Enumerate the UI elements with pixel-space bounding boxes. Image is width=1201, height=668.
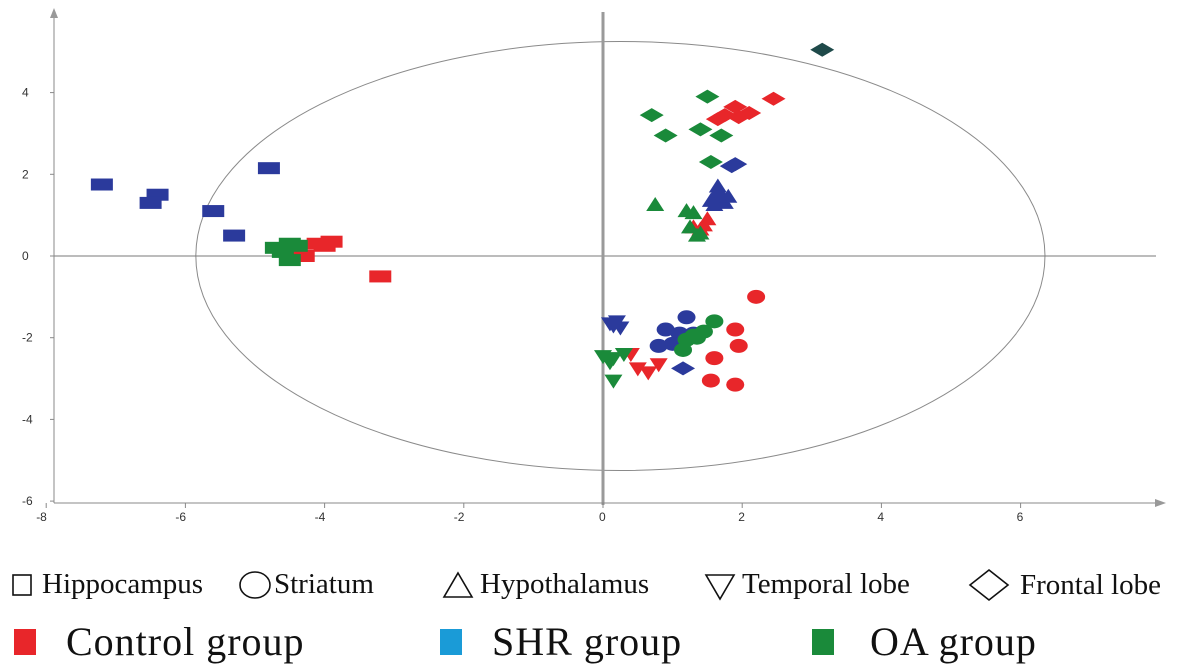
point-oa-circle bbox=[705, 314, 724, 329]
point-control-square bbox=[306, 237, 329, 250]
legend-label-control-group: Control group bbox=[66, 619, 305, 664]
point-shr-triangle bbox=[708, 178, 727, 193]
point-oa-diamond bbox=[688, 122, 713, 137]
point-control-circle bbox=[705, 351, 724, 366]
y-tick-label: -6 bbox=[22, 494, 33, 508]
point-oa-triangle bbox=[684, 205, 703, 220]
point-oa-circle bbox=[687, 330, 706, 345]
point-control-diamond bbox=[712, 108, 737, 123]
point-oa-triangle-down bbox=[604, 374, 623, 389]
legend-label-shr-group: SHR group bbox=[492, 619, 683, 664]
legend-item-frontal-lobe: Frontal lobe bbox=[968, 568, 1161, 602]
point-oa-diamond bbox=[709, 128, 734, 143]
x-tick-label: -8 bbox=[36, 510, 47, 524]
point-control-circle bbox=[726, 377, 745, 392]
point-oa-square bbox=[285, 239, 308, 252]
triangle-outline-icon bbox=[442, 570, 474, 598]
y-tick-label: 4 bbox=[22, 86, 29, 100]
legend-label-hippocampus: Hippocampus bbox=[42, 568, 204, 600]
legend-item-shr-group: SHR group bbox=[440, 618, 682, 665]
point-shr-triangle bbox=[705, 196, 724, 211]
legend-label-striatum: Striatum bbox=[274, 568, 374, 600]
point-shr-square bbox=[90, 178, 113, 191]
point-oa-square bbox=[278, 254, 301, 267]
square-outline-icon bbox=[12, 573, 32, 596]
point-control-diamond bbox=[723, 99, 748, 114]
triangle-down-outline-icon bbox=[704, 573, 736, 601]
point-shr-circle bbox=[656, 322, 675, 337]
legend-item-hippocampus: Hippocampus bbox=[10, 568, 203, 601]
point-shr-diamond bbox=[671, 361, 696, 376]
y-tick-label: 2 bbox=[22, 167, 29, 181]
circle-outline-icon bbox=[239, 570, 271, 599]
legend-label-oa-group: OA group bbox=[870, 619, 1037, 664]
point-oa-triangle bbox=[681, 219, 699, 234]
point-oa-triangle-down bbox=[600, 356, 619, 371]
point-control-triangle-down bbox=[649, 358, 668, 373]
point-shr-square bbox=[139, 196, 162, 209]
diamond-outline-icon bbox=[968, 568, 1010, 602]
x-tick-label: 6 bbox=[1017, 510, 1024, 524]
x-tick-label: 4 bbox=[877, 510, 884, 524]
x-tick-label: 0 bbox=[599, 510, 606, 524]
point-oa-diamond bbox=[698, 155, 723, 170]
point-oa-diamond bbox=[639, 108, 664, 123]
legend-label-frontal-lobe: Frontal lobe bbox=[1020, 568, 1161, 601]
x-tick-label: -2 bbox=[454, 510, 465, 524]
x-tick-label: 2 bbox=[738, 510, 745, 524]
legend-item-temporal-lobe: Temporal lobe bbox=[702, 568, 910, 601]
point-shr-triangle-down bbox=[604, 319, 623, 334]
point-shr-square bbox=[257, 162, 280, 175]
legend-label-temporal-lobe: Temporal lobe bbox=[742, 568, 910, 600]
point-control-circle bbox=[726, 322, 745, 337]
shr-group-swatch bbox=[440, 628, 462, 655]
point-oa-triangle bbox=[687, 227, 706, 242]
point-control-square bbox=[369, 270, 392, 283]
point-shr-circle bbox=[677, 310, 696, 325]
y-tick-label: -2 bbox=[22, 331, 33, 345]
point-shr-square bbox=[202, 205, 225, 218]
legend-item-control-group: Control group bbox=[14, 618, 305, 665]
control-group-swatch bbox=[14, 628, 36, 655]
point-control-diamond bbox=[761, 91, 786, 106]
point-extra-diamond bbox=[810, 42, 835, 57]
point-oa-diamond bbox=[653, 128, 678, 143]
y-tick-label: 0 bbox=[22, 249, 29, 263]
x-tick-label: -6 bbox=[175, 510, 186, 524]
y-tick-label: -4 bbox=[22, 412, 33, 426]
oa-group-swatch bbox=[812, 628, 834, 655]
point-control-triangle-down bbox=[639, 366, 658, 381]
legend-item-oa-group: OA group bbox=[812, 618, 1037, 665]
point-shr-square bbox=[223, 229, 246, 242]
point-control-triangle-down bbox=[628, 362, 647, 377]
point-shr-triangle bbox=[719, 188, 738, 203]
x-axis-arrow bbox=[1155, 499, 1166, 507]
legend-item-striatum: Striatum bbox=[238, 568, 374, 601]
point-oa-triangle-down bbox=[614, 348, 633, 363]
point-oa-triangle bbox=[646, 196, 665, 211]
x-tick-label: -4 bbox=[315, 510, 326, 524]
legend-item-hypothalamus: Hypothalamus bbox=[440, 568, 649, 601]
point-control-circle bbox=[701, 373, 720, 388]
y-axis-arrow bbox=[50, 8, 58, 18]
point-oa-diamond bbox=[695, 89, 720, 104]
point-control-circle bbox=[747, 289, 766, 304]
point-shr-diamond bbox=[719, 159, 744, 174]
point-shr-circle bbox=[649, 338, 668, 353]
legend-label-hypothalamus: Hypothalamus bbox=[480, 568, 650, 600]
point-control-circle bbox=[729, 338, 748, 353]
point-oa-square bbox=[264, 241, 287, 254]
